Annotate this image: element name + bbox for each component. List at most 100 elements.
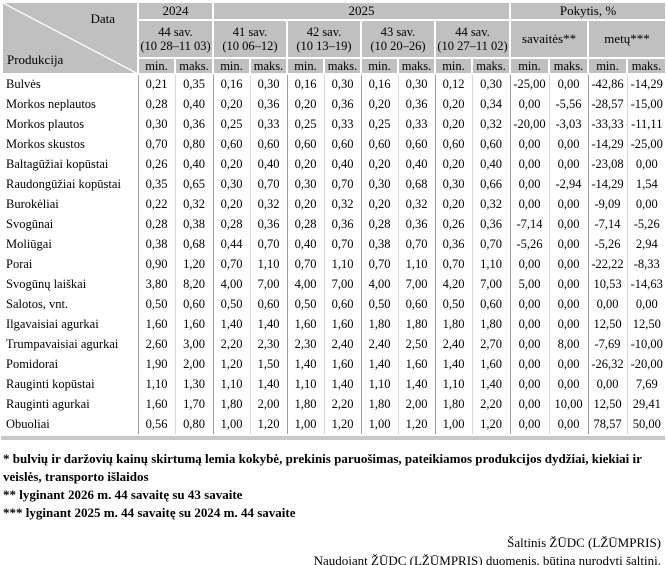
value-cell: 0,00 [509, 154, 549, 175]
value-cell: 0,00 [509, 134, 549, 155]
value-cell: 1,60 [397, 354, 435, 375]
value-cell: 1,90 [137, 354, 175, 375]
value-cell: 1,80 [471, 314, 510, 335]
value-cell: 0,60 [323, 294, 361, 315]
table-row: Baltagūžiai kopūstai 0,26 0,40 0,20 0,40 0,20… [2, 154, 666, 175]
value-cell: 0,20 [434, 154, 472, 175]
product-name: Raudongūžiai kopūstai [2, 174, 138, 195]
value-cell: 0,25 [360, 114, 398, 135]
value-cell: 0,20 [212, 94, 250, 115]
value-cell: 1,10 [434, 374, 472, 395]
value-cell: 1,60 [323, 314, 361, 335]
value-cell: -42,86 [587, 74, 627, 95]
value-cell: -23,08 [587, 154, 627, 175]
value-cell: 0,32 [323, 194, 361, 215]
value-cell: 1,40 [323, 374, 361, 395]
corner-label-produkcija: Produkcija [7, 52, 64, 68]
value-cell: 0,60 [212, 134, 250, 155]
product-name: Morkos neplautos [2, 94, 138, 115]
value-cell: 12,50 [587, 314, 627, 335]
value-cell: 0,56 [137, 414, 175, 435]
min-column-header: min. [587, 56, 628, 76]
footnote-week-comparison: ** lyginant 2026 m. 44 savaitę su 43 sav… [3, 487, 243, 503]
value-cell: 0,65 [174, 174, 213, 195]
value-cell: 2,30 [249, 334, 287, 355]
value-cell: 0,20 [286, 94, 324, 115]
value-cell: 0,00 [548, 154, 588, 175]
value-cell: 0,00 [548, 374, 588, 395]
value-cell: 0,26 [434, 214, 472, 235]
value-cell: 1,60 [286, 314, 324, 335]
value-cell: 0,22 [137, 194, 175, 215]
value-cell: 0,33 [249, 114, 287, 135]
value-cell: 0,36 [397, 94, 435, 115]
value-cell: -26,32 [587, 354, 627, 375]
value-cell: -11,11 [626, 114, 666, 135]
footnote-quality: * bulvių ir daržovių kainų skirtumą lemi… [3, 451, 642, 485]
value-cell: 0,28 [137, 214, 175, 235]
value-cell: 0,32 [174, 194, 213, 215]
value-cell: 1,60 [137, 314, 175, 335]
value-cell: 0,60 [249, 294, 287, 315]
value-cell: 0,00 [509, 414, 549, 435]
value-cell: 1,40 [360, 354, 398, 375]
value-cell: 0,38 [174, 214, 213, 235]
value-cell: 0,26 [137, 154, 175, 175]
value-cell: 0,25 [286, 114, 324, 135]
value-cell: 0,25 [212, 114, 250, 135]
value-cell: -33,33 [587, 114, 627, 135]
value-cell: 0,20 [212, 194, 250, 215]
value-cell: 7,00 [323, 274, 361, 295]
value-cell: 0,80 [174, 134, 213, 155]
value-cell: 0,30 [323, 74, 361, 95]
value-cell: 29,41 [626, 394, 666, 415]
table-body: Bulvės 0,21 0,35 0,16 0,30 0,16 0,30 0,16 0,30 0,… [2, 74, 666, 435]
value-cell: 1,10 [249, 254, 287, 275]
value-cell: 1,80 [397, 314, 435, 335]
value-cell: 0,68 [174, 234, 213, 255]
value-cell: 0,60 [286, 134, 324, 155]
corner-header-cell: Data Produkcija [1, 0, 139, 76]
min-column-header: min. [212, 56, 251, 76]
value-cell: 0,00 [548, 134, 588, 155]
value-cell: 2,30 [286, 334, 324, 355]
value-cell: 10,00 [548, 394, 588, 415]
value-cell: 0,00 [548, 254, 588, 275]
value-cell: 1,40 [249, 314, 287, 335]
product-name: Pomidorai [2, 354, 138, 375]
value-cell: 0,36 [434, 234, 472, 255]
value-cell: 1,40 [212, 314, 250, 335]
value-cell: 0,36 [249, 94, 287, 115]
value-cell: 1,10 [286, 374, 324, 395]
value-cell: -20,00 [509, 114, 549, 135]
value-cell: 0,00 [509, 194, 549, 215]
value-cell: 1,20 [323, 414, 361, 435]
value-cell: 0,30 [286, 174, 324, 195]
value-cell: 0,00 [587, 374, 627, 395]
value-cell: 1,20 [397, 414, 435, 435]
maks-column-header: maks. [249, 56, 288, 76]
product-name: Moliūgai [2, 234, 138, 255]
value-cell: 8,00 [548, 334, 588, 355]
value-cell: 1,10 [471, 254, 510, 275]
value-cell: 0,30 [249, 74, 287, 95]
min-maks-header-row: min. maks. min. maks. min. maks. min. maks. min.… [2, 56, 666, 76]
maks-column-header: maks. [548, 56, 589, 76]
value-cell: 0,00 [509, 314, 549, 335]
value-cell: 1,10 [360, 374, 398, 395]
value-cell: -3,03 [548, 114, 588, 135]
table-row: Porai 0,90 1,20 0,70 1,10 0,70 1,10 0,70 1,10 0,7… [2, 254, 666, 275]
value-cell: 0,00 [509, 94, 549, 115]
table-row: Svogūnai 0,28 0,38 0,28 0,36 0,28 0,36 0,28 0,36… [2, 214, 666, 235]
value-cell: 0,50 [360, 294, 398, 315]
value-cell: -28,57 [587, 94, 627, 115]
value-cell: 0,00 [509, 394, 549, 415]
value-cell: 0,28 [360, 214, 398, 235]
value-cell: 0,00 [626, 154, 666, 175]
value-cell: 0,60 [471, 134, 510, 155]
value-cell: 0,70 [249, 234, 287, 255]
product-name: Baltagūžiai kopūstai [2, 154, 138, 175]
change-week-header: savaitės** [509, 19, 589, 59]
value-cell: 5,00 [509, 274, 549, 295]
min-column-header: min. [509, 56, 550, 76]
